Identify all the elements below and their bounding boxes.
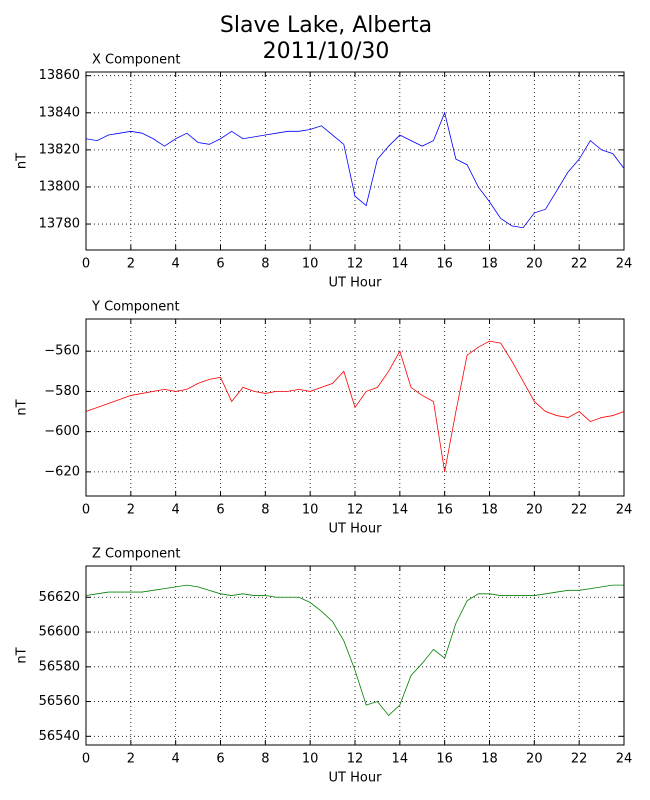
y-axis-label: nT (15, 399, 30, 415)
x-tick-label: 8 (261, 752, 269, 767)
y-tick-label: −580 (44, 384, 80, 399)
x-tick-label: 8 (261, 257, 269, 272)
x-tick-label: 22 (571, 257, 588, 272)
figure-subtitle: 2011/10/30 (263, 39, 390, 64)
y-tick-label: 13780 (39, 217, 80, 232)
x-tick-label: 2 (127, 752, 135, 767)
y-tick-label: 56620 (39, 590, 80, 605)
x-tick-label: 0 (82, 503, 90, 518)
x-tick-label: 16 (436, 503, 453, 518)
y-axis-label: nT (15, 647, 30, 663)
x-axis-label: UT Hour (329, 522, 383, 537)
x-tick-label: 18 (481, 503, 498, 518)
x-tick-label: 14 (392, 503, 409, 518)
data-line (85, 584, 624, 717)
x-tick-label: 20 (526, 752, 543, 767)
x-tick-label: 12 (347, 257, 364, 272)
y-tick-label: 56560 (39, 694, 80, 709)
chart-title: Z Component (92, 547, 181, 562)
plot-frame (85, 565, 625, 746)
x-tick-label: 2 (127, 257, 135, 272)
x-tick-label: 6 (216, 752, 224, 767)
plot-frame (85, 71, 625, 251)
x-tick-label: 14 (392, 257, 409, 272)
x-tick-label: 10 (302, 503, 319, 518)
x-tick-label: 8 (261, 503, 269, 518)
x-tick-label: 2 (127, 503, 135, 518)
x-tick-label: 16 (436, 752, 453, 767)
x-tick-label: 12 (347, 503, 364, 518)
y-tick-label: 13860 (39, 68, 80, 83)
x-tick-label: 10 (302, 257, 319, 272)
y-tick-label: −600 (44, 424, 80, 439)
x-tick-label: 22 (571, 503, 588, 518)
y-tick-label: 56580 (39, 659, 80, 674)
x-tick-label: 0 (82, 752, 90, 767)
chart-title: Y Component (91, 300, 180, 315)
y-tick-label: 13800 (39, 179, 80, 194)
x-axis-label: UT Hour (329, 276, 383, 291)
x-tick-label: 22 (571, 752, 588, 767)
x-tick-label: 24 (616, 503, 633, 518)
x-tick-label: 18 (481, 752, 498, 767)
y-tick-label: 56600 (39, 625, 80, 640)
x-tick-label: 20 (526, 503, 543, 518)
x-tick-label: 20 (526, 257, 543, 272)
y-tick-label: −620 (44, 464, 80, 479)
x-tick-label: 24 (616, 257, 633, 272)
y-tick-label: 13820 (39, 142, 80, 157)
x-tick-label: 24 (616, 752, 633, 767)
x-tick-label: 12 (347, 752, 364, 767)
x-tick-label: 4 (172, 503, 180, 518)
x-tick-label: 6 (216, 503, 224, 518)
x-tick-label: 14 (392, 752, 409, 767)
data-line (85, 340, 625, 472)
y-tick-label: 56540 (39, 729, 80, 744)
x-tick-label: 0 (82, 257, 90, 272)
y-tick-label: 13840 (39, 105, 80, 120)
chart-title: X Component (92, 53, 181, 68)
x-axis-label: UT Hour (329, 771, 383, 786)
y-axis-label: nT (15, 153, 30, 169)
plot-frame (85, 318, 625, 497)
figure-title: Slave Lake, Alberta (220, 13, 432, 38)
x-tick-label: 4 (172, 257, 180, 272)
y-tick-label: −560 (44, 344, 80, 359)
x-tick-label: 18 (481, 257, 498, 272)
x-tick-label: 6 (216, 257, 224, 272)
x-tick-label: 10 (302, 752, 319, 767)
x-tick-label: 16 (436, 257, 453, 272)
data-line (85, 111, 625, 229)
x-tick-label: 4 (172, 752, 180, 767)
